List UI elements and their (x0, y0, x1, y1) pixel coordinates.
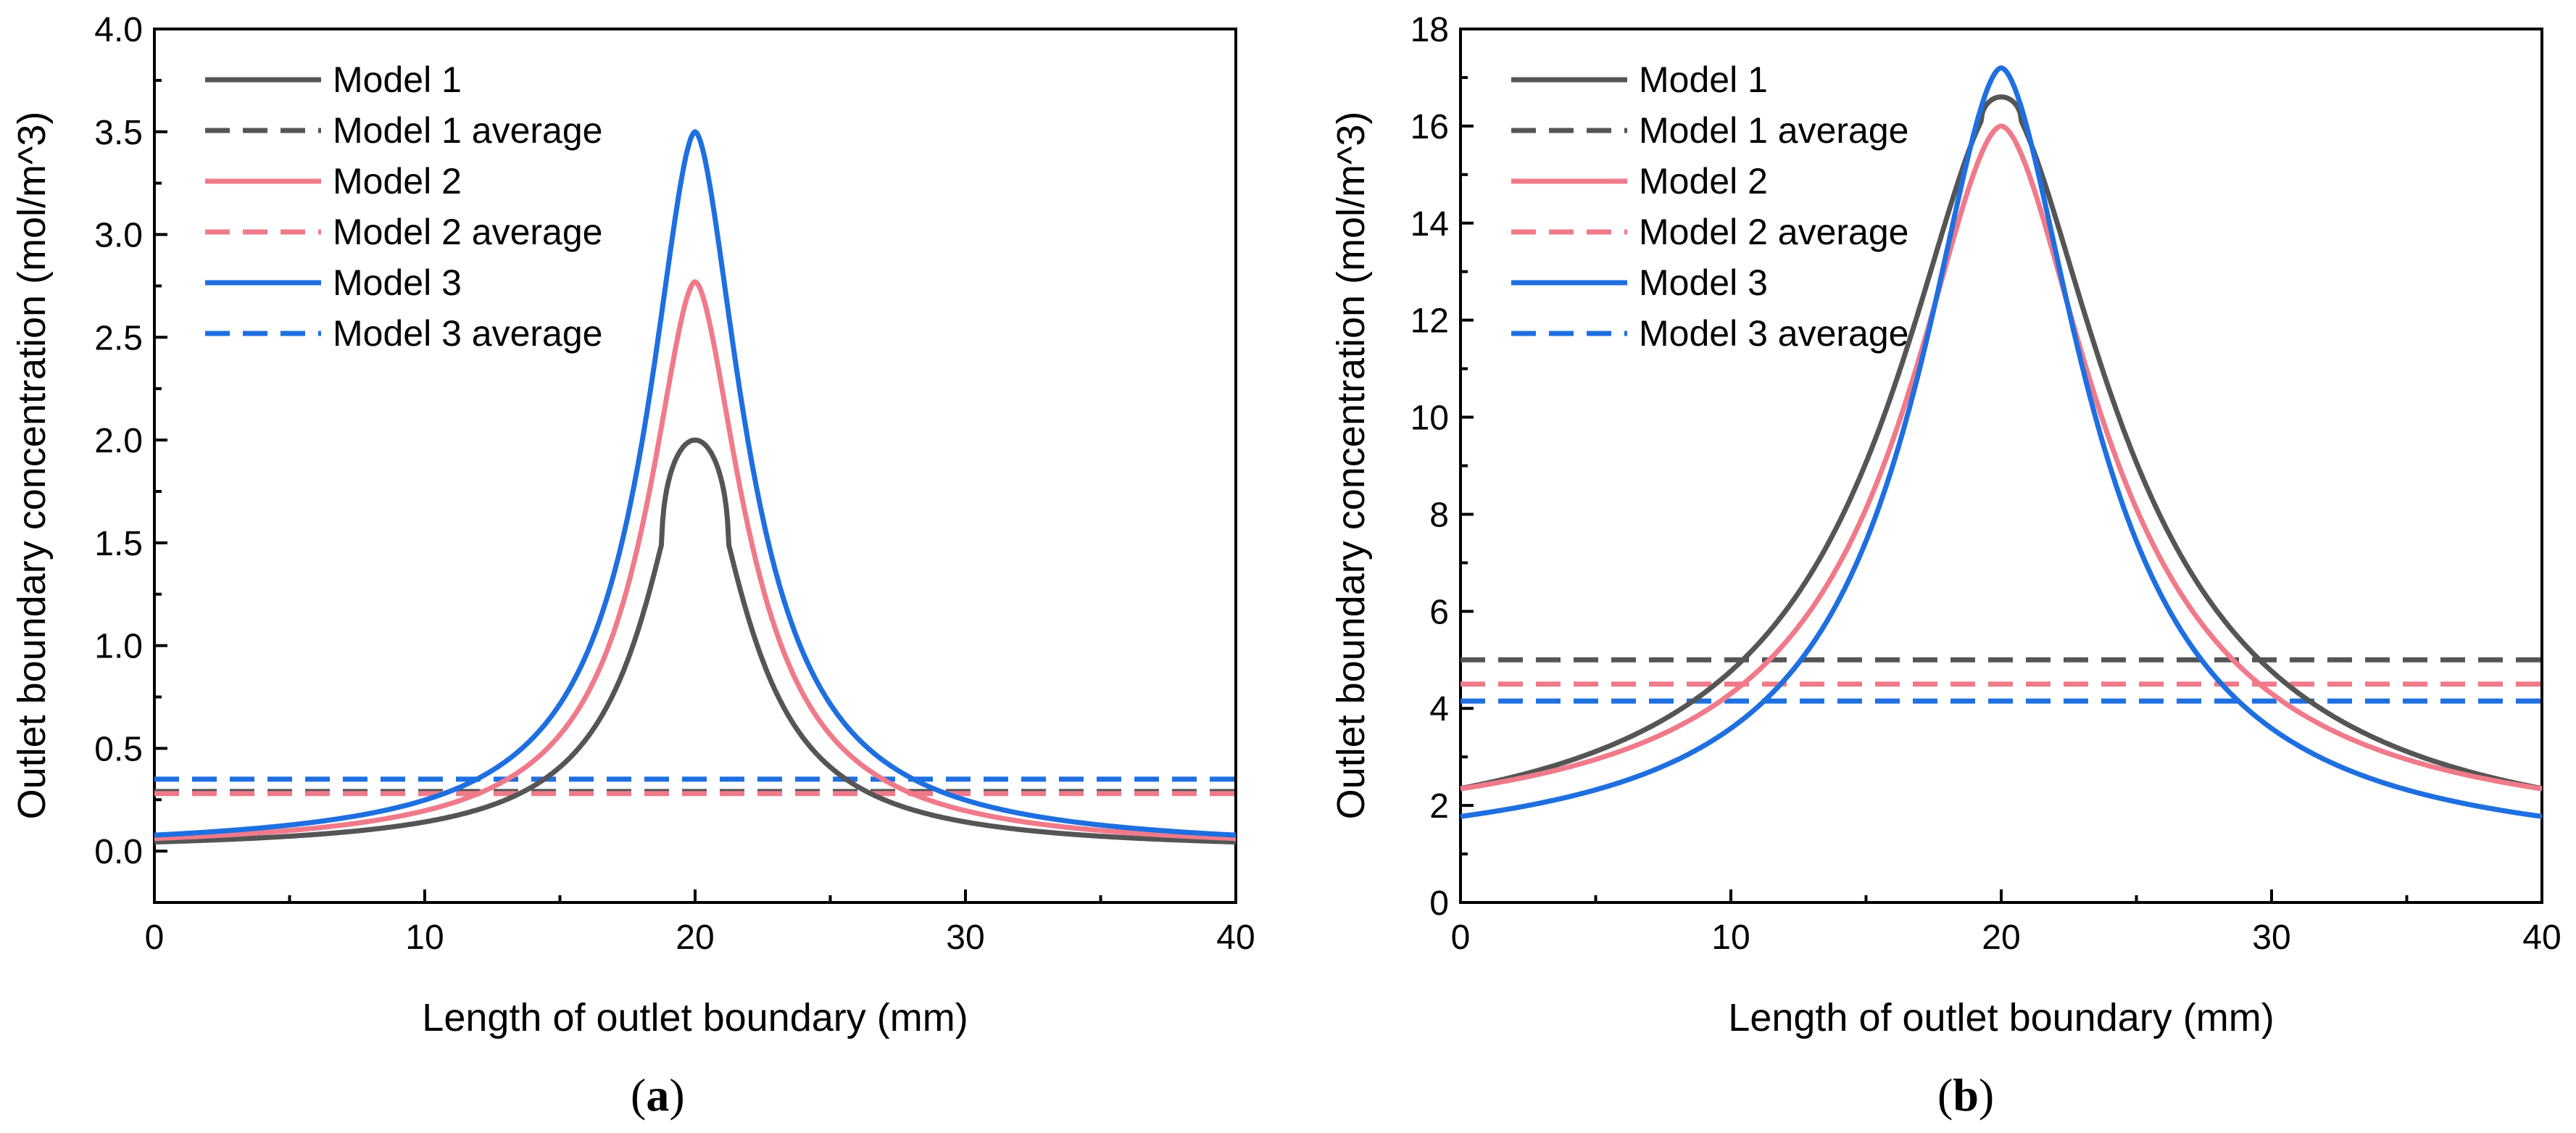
chart-b-ytick-label: 12 (1410, 302, 1449, 341)
chart-b-marks: 0 10 20 30 40 0 2 4 6 8 10 12 14 16 18 Model 1 Model 1 a… (1410, 11, 2562, 957)
chart-b-ytick-label: 4 (1429, 690, 1449, 729)
chart-a: Outlet boundary concentration (mol/m^3) … (10, 28, 1237, 1121)
chart-b-ytick-label: 6 (1429, 593, 1449, 631)
chart-a-xtick-label: 10 (405, 918, 444, 957)
chart-a-ytick-label: 0.5 (94, 730, 143, 768)
chart-b-ytick-label: 10 (1410, 399, 1449, 438)
chart-a-ytick-label: 4.0 (94, 11, 143, 49)
chart-a-marks: 0 10 20 30 40 0.0 0.5 1.0 1.5 2.0 2.5 3.0 3.5 4.0 Mode… (94, 11, 1255, 957)
chart-b-legend-label: Model 2 (1639, 161, 1768, 202)
chart-b-series-model-2 (1459, 123, 2543, 792)
chart-a-xtick-label: 30 (946, 918, 984, 957)
chart-b-ytick-label: 8 (1429, 496, 1449, 534)
chart-b-panel-close: ) (1979, 1069, 1994, 1121)
chart-b-legend-label: Model 2 average (1639, 212, 1908, 252)
chart-b-series-model-1 (1459, 94, 2543, 792)
chart-a-series-model-3 (153, 129, 1237, 838)
chart-a-frame (153, 28, 1237, 904)
chart-b-panel-letter: b (1953, 1069, 1979, 1121)
chart-a-ylabel: Outlet boundary concentration (mol/m^3) (10, 112, 54, 820)
chart-b-ylabel: Outlet boundary concentration (mol/m^3) (1329, 112, 1373, 820)
chart-b: Outlet boundary concentration (mol/m^3) … (1329, 28, 2543, 1121)
chart-a-xlabel: Length of outlet boundary (mm) (422, 996, 968, 1039)
chart-a-ytick-label: 0.0 (94, 833, 143, 871)
chart-a-panel-close: ) (669, 1069, 684, 1121)
chart-a-xtick-label: 0 (145, 918, 165, 957)
chart-b-xtick-label: 40 (2522, 918, 2561, 957)
chart-b-legend-label: Model 1 (1639, 59, 1768, 100)
chart-a-ytick-label: 1.5 (94, 525, 143, 563)
chart-a-legend-label: Model 2 (333, 161, 462, 202)
chart-b-xtick-label: 30 (2252, 918, 2290, 957)
chart-b-legend-label: Model 3 average (1639, 313, 1908, 354)
chart-a-xtick-label: 40 (1216, 918, 1255, 957)
chart-b-xtick-label: 20 (1982, 918, 2020, 957)
chart-b-xlabel: Length of outlet boundary (mm) (1728, 996, 2274, 1039)
chart-a-legend-label: Model 3 average (333, 313, 602, 354)
chart-b-panel-open: ( (1937, 1069, 1953, 1121)
chart-a-panel-open: ( (631, 1069, 646, 1121)
chart-a-xtick-label: 20 (676, 918, 714, 957)
chart-b-legend-label: Model 1 average (1639, 110, 1908, 151)
chart-b-ytick-label: 16 (1410, 108, 1449, 146)
chart-a-series-model-1 (153, 437, 1237, 844)
chart-b-ytick-label: 0 (1429, 884, 1449, 923)
chart-b-panel-label: (b) (1937, 1069, 1994, 1121)
chart-b-legend-label: Model 3 (1639, 262, 1768, 303)
chart-a-ytick-label: 1.0 (94, 628, 143, 666)
chart-a-ytick-label: 2.0 (94, 422, 143, 460)
chart-b-frame (1459, 28, 2543, 904)
chart-a-series-model-2 (153, 279, 1237, 842)
chart-a-legend-label: Model 3 (333, 262, 462, 303)
chart-a-ytick-label: 2.5 (94, 319, 143, 357)
chart-b-ytick-label: 18 (1410, 11, 1449, 49)
chart-a-legend-label: Model 1 (333, 59, 462, 100)
chart-b-xtick-label: 10 (1711, 918, 1750, 957)
chart-a-panel-label: (a) (631, 1069, 685, 1121)
chart-b-ytick-label: 2 (1429, 787, 1449, 826)
chart-a-ytick-label: 3.0 (94, 217, 143, 255)
chart-b-ytick-label: 14 (1410, 205, 1449, 244)
chart-b-xtick-label: 0 (1451, 918, 1471, 957)
chart-a-panel-letter: a (646, 1069, 669, 1121)
chart-a-ytick-label: 3.5 (94, 114, 143, 152)
chart-a-legend-label: Model 2 average (333, 212, 602, 252)
chart-a-legend-label: Model 1 average (333, 110, 602, 151)
chart-b-series-model-3 (1459, 65, 2543, 819)
